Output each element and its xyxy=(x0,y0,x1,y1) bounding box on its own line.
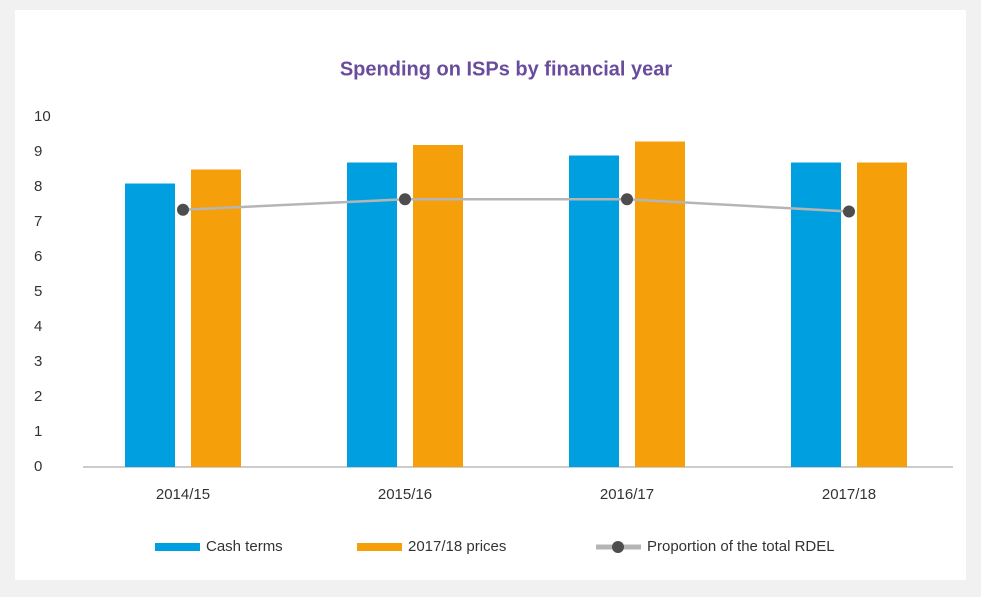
bar xyxy=(857,162,907,467)
y-tick-label: 10 xyxy=(34,108,51,125)
legend-label: Cash terms xyxy=(206,538,283,555)
legend-swatch xyxy=(155,543,200,551)
x-tick-label: 2015/16 xyxy=(378,486,432,503)
legend-swatch xyxy=(357,543,402,551)
bar xyxy=(125,183,175,467)
y-tick-label: 4 xyxy=(34,318,42,335)
y-tick-label: 6 xyxy=(34,248,42,265)
line-marker xyxy=(621,193,633,206)
y-tick-label: 3 xyxy=(34,353,42,370)
bar xyxy=(347,162,397,467)
x-tick-label: 2016/17 xyxy=(600,486,654,503)
y-tick-label: 2 xyxy=(34,388,42,405)
y-tick-label: 1 xyxy=(34,423,42,440)
line-marker xyxy=(843,205,855,218)
bar xyxy=(791,162,841,467)
y-tick-label: 0 xyxy=(34,458,42,475)
bar xyxy=(191,169,241,467)
x-tick-label: 2014/15 xyxy=(156,486,210,503)
legend-marker xyxy=(612,541,624,553)
y-tick-label: 8 xyxy=(34,178,42,195)
chart-title: Spending on ISPs by financial year xyxy=(340,58,673,80)
y-tick-label: 7 xyxy=(34,213,42,230)
legend-label: Proportion of the total RDEL xyxy=(647,538,835,555)
bar xyxy=(635,141,685,467)
line-marker xyxy=(177,203,189,216)
legend-label: 2017/18 prices xyxy=(408,538,506,555)
y-tick-label: 5 xyxy=(34,283,42,300)
y-tick-label: 9 xyxy=(34,143,42,160)
x-tick-label: 2017/18 xyxy=(822,486,876,503)
line xyxy=(182,198,850,213)
bar xyxy=(569,155,619,467)
line-marker xyxy=(399,193,411,206)
bar xyxy=(413,145,463,467)
